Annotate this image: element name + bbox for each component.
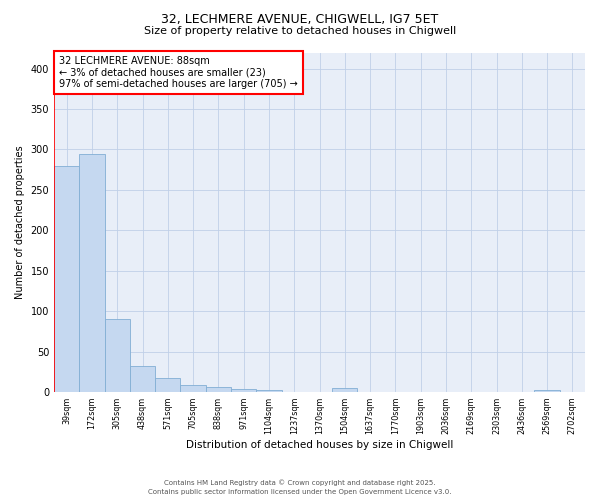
- Bar: [256, 390, 281, 392]
- Bar: [130, 366, 155, 392]
- Text: 32, LECHMERE AVENUE, CHIGWELL, IG7 5ET: 32, LECHMERE AVENUE, CHIGWELL, IG7 5ET: [161, 12, 439, 26]
- Text: Size of property relative to detached houses in Chigwell: Size of property relative to detached ho…: [144, 26, 456, 36]
- Bar: [54, 166, 79, 392]
- Text: 32 LECHMERE AVENUE: 88sqm
← 3% of detached houses are smaller (23)
97% of semi-d: 32 LECHMERE AVENUE: 88sqm ← 3% of detach…: [59, 56, 298, 89]
- Bar: [332, 388, 358, 392]
- X-axis label: Distribution of detached houses by size in Chigwell: Distribution of detached houses by size …: [186, 440, 453, 450]
- Bar: [79, 154, 104, 392]
- Bar: [231, 388, 256, 392]
- Bar: [155, 378, 181, 392]
- Bar: [206, 387, 231, 392]
- Text: Contains HM Land Registry data © Crown copyright and database right 2025.
Contai: Contains HM Land Registry data © Crown c…: [148, 480, 452, 495]
- Bar: [181, 386, 206, 392]
- Y-axis label: Number of detached properties: Number of detached properties: [15, 146, 25, 299]
- Bar: [104, 319, 130, 392]
- Bar: [535, 390, 560, 392]
